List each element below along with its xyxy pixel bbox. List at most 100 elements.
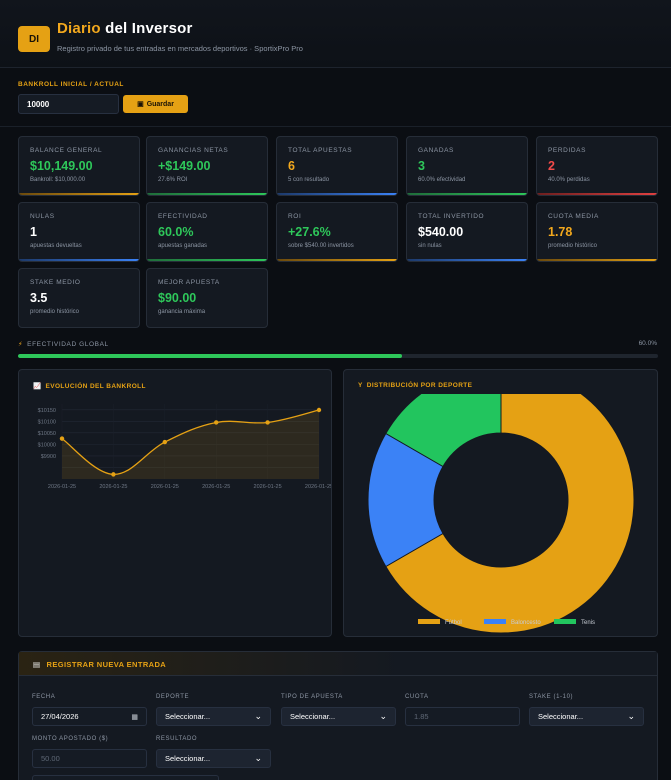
sport-chart-title: Y DISTRIBUCIÓN POR DEPORTE xyxy=(358,382,472,389)
stat-accent-bar xyxy=(19,259,139,261)
lightning-icon: ⚡ xyxy=(18,341,24,348)
bankroll-area xyxy=(62,410,319,479)
bankroll-chart-panel: 📈 EVOLUCIÓN DEL BANKROLL $9900 $10000 $1005… xyxy=(18,369,332,637)
resultado-select[interactable]: Seleccionar... ⌄ xyxy=(156,749,271,768)
app-header: DI Diario del Inversor Registro privado … xyxy=(0,0,671,68)
cuota-input[interactable]: 1.85 xyxy=(405,707,520,726)
stat-sub: ganancia máxima xyxy=(158,309,206,315)
stat-value: 1 xyxy=(30,225,37,239)
stat-value: $10,149.00 xyxy=(30,159,93,173)
x-tick-label: 2026-01-25 xyxy=(254,484,282,490)
stat-label: CUOTA MEDIA xyxy=(548,213,599,220)
bankroll-input[interactable] xyxy=(18,94,119,114)
donut-slice xyxy=(385,394,635,634)
deporte-select[interactable]: Seleccionar... ⌄ xyxy=(156,707,271,726)
monto-input[interactable]: 50.00 xyxy=(32,749,147,768)
stat-sub: promedio histórico xyxy=(30,309,80,315)
fecha-value: 27/04/2026 xyxy=(41,712,79,721)
stat-card-cuota-media: CUOTA MEDIA 1.78 promedio histórico xyxy=(536,202,658,262)
bankroll-chart-title: 📈 EVOLUCIÓN DEL BANKROLL xyxy=(33,382,146,390)
fecha-input[interactable]: 27/04/2026 ▦ xyxy=(32,707,147,726)
monto-label: MONTO APOSTADO ($) xyxy=(32,736,109,742)
stat-value: 3.5 xyxy=(30,291,48,305)
stat-sub: 27.6% ROI xyxy=(158,177,188,183)
stat-sub: sin nulas xyxy=(418,243,442,249)
stat-card-efectividad: EFECTIVIDAD 60.0% apuestas ganadas xyxy=(146,202,268,262)
x-tick-label: 2026-01-25 xyxy=(202,484,230,490)
legend-label: Fútbol xyxy=(445,620,462,626)
stat-accent-bar xyxy=(537,259,657,261)
save-button[interactable]: ▣ Guardar xyxy=(123,95,188,113)
stat-sub: apuestas devueltas xyxy=(30,243,82,249)
stat-card-ganancias-netas: GANANCIAS NETAS +$149.00 27.6% ROI xyxy=(146,136,268,196)
filter-icon: Y xyxy=(358,382,363,389)
save-button-label: Guardar xyxy=(146,100,174,108)
legend-label: Baloncesto xyxy=(511,620,541,626)
notes-input[interactable] xyxy=(32,775,219,780)
bankroll-line xyxy=(61,409,320,476)
x-tick-label: 2026-01-25 xyxy=(305,484,331,490)
stat-label: TOTAL INVERTIDO xyxy=(418,213,485,220)
section-divider xyxy=(0,126,671,127)
y-tick-label: $10000 xyxy=(38,442,56,448)
stake-value: Seleccionar... xyxy=(538,712,584,721)
y-tick-label: $9900 xyxy=(41,454,56,460)
stat-label: EFECTIVIDAD xyxy=(158,213,208,220)
stat-value: 2 xyxy=(548,159,555,173)
stat-accent-bar xyxy=(537,193,657,195)
stat-card-ganadas: GANADAS 3 60.0% efectividad xyxy=(406,136,528,196)
stake-label: STAKE (1-10) xyxy=(529,694,574,700)
stat-sub: 5 con resultado xyxy=(288,177,330,183)
bankroll-point xyxy=(162,439,167,445)
stat-value: 3 xyxy=(418,159,425,173)
stat-accent-bar xyxy=(147,259,267,261)
stat-sub: sobre $540.00 invertidos xyxy=(288,243,354,249)
tipo-apuesta-select[interactable]: Seleccionar... ⌄ xyxy=(281,707,396,726)
stat-accent-bar xyxy=(277,193,397,195)
bankroll-point xyxy=(111,472,116,477)
stat-label: ROI xyxy=(288,213,302,220)
cuota-placeholder: 1.85 xyxy=(414,712,429,721)
stat-card-stake-medio: STAKE MEDIO 3.5 promedio histórico xyxy=(18,268,140,328)
bankroll-label: BANKROLL INICIAL / ACTUAL xyxy=(18,81,124,88)
stat-label: TOTAL APUESTAS xyxy=(288,147,353,154)
stake-select[interactable]: Seleccionar... ⌄ xyxy=(529,707,644,726)
stat-sub: Bankroll: $10,000.00 xyxy=(30,177,86,183)
bankroll-point xyxy=(214,420,219,425)
save-icon: ▣ xyxy=(137,101,144,108)
stat-accent-bar xyxy=(147,193,267,195)
calendar-icon[interactable]: ▦ xyxy=(131,713,138,721)
stat-value: $540.00 xyxy=(418,225,464,239)
x-tick-label: 2026-01-25 xyxy=(99,484,127,490)
monto-placeholder: 50.00 xyxy=(41,754,60,763)
resultado-value: Seleccionar... xyxy=(165,754,211,763)
legend-label: Tenis xyxy=(581,620,595,626)
stat-accent-bar xyxy=(407,259,527,261)
chevron-down-icon: ⌄ xyxy=(254,711,262,721)
tipo-apuesta-label: TIPO DE APUESTA xyxy=(281,694,343,700)
sport-chart-title-text: DISTRIBUCIÓN POR DEPORTE xyxy=(366,382,473,389)
stat-label: MEJOR APUESTA xyxy=(158,279,220,286)
new-entry-form-panel: ▤ REGISTRAR NUEVA ENTRADA FECHA 27/04/202… xyxy=(18,651,658,780)
stat-card-mejor-apuesta: MEJOR APUESTA $90.00 ganancia máxima xyxy=(146,268,268,328)
stat-label: NULAS xyxy=(30,213,55,220)
stat-value: +27.6% xyxy=(288,225,331,239)
bankroll-chart-title-text: EVOLUCIÓN DEL BANKROLL xyxy=(45,383,146,390)
stat-value: +$149.00 xyxy=(158,159,211,173)
effectiveness-label: ⚡ EFECTIVIDAD GLOBAL xyxy=(18,340,109,348)
stat-sub: apuestas ganadas xyxy=(158,243,208,249)
stat-label: GANANCIAS NETAS xyxy=(158,147,229,154)
stat-card-total-apuestas: TOTAL APUESTAS 6 5 con resultado xyxy=(276,136,398,196)
form-header: ▤ REGISTRAR NUEVA ENTRADA xyxy=(19,652,657,676)
stat-label: BALANCE GENERAL xyxy=(30,147,103,154)
effectiveness-label-text: EFECTIVIDAD GLOBAL xyxy=(27,341,109,348)
deporte-label: DEPORTE xyxy=(156,694,190,700)
app-title: Diario del Inversor xyxy=(57,20,193,37)
legend-swatch xyxy=(484,619,506,624)
effectiveness-progress-bar xyxy=(18,354,658,358)
stat-value: 6 xyxy=(288,159,295,173)
stat-card-perdidas: PERDIDAS 2 40.0% perdidas xyxy=(536,136,658,196)
y-tick-label: $10050 xyxy=(38,431,56,437)
form-title-text: REGISTRAR NUEVA ENTRADA xyxy=(46,660,167,669)
stat-accent-bar xyxy=(277,259,397,261)
